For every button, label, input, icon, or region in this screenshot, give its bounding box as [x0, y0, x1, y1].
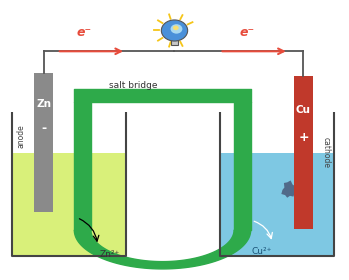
Bar — [34, 73, 53, 212]
Bar — [220, 153, 334, 256]
Circle shape — [171, 24, 183, 34]
Bar — [294, 76, 313, 229]
Text: -: - — [41, 122, 46, 136]
Polygon shape — [281, 180, 295, 198]
Circle shape — [173, 25, 179, 30]
Text: anode: anode — [17, 124, 25, 148]
Bar — [12, 153, 126, 256]
Text: salt bridge: salt bridge — [109, 81, 157, 90]
Circle shape — [161, 20, 188, 41]
Text: Zn²⁺: Zn²⁺ — [99, 249, 120, 258]
Text: e⁻: e⁻ — [77, 26, 92, 39]
Polygon shape — [74, 230, 251, 269]
Text: cathode: cathode — [322, 137, 331, 168]
Text: Cu²⁺: Cu²⁺ — [252, 247, 272, 256]
Polygon shape — [38, 173, 46, 184]
Text: +: + — [298, 131, 309, 144]
Bar — [171, 40, 178, 45]
Text: Cu: Cu — [296, 105, 311, 115]
Text: Zn: Zn — [36, 99, 51, 109]
Text: e⁻: e⁻ — [240, 26, 255, 39]
